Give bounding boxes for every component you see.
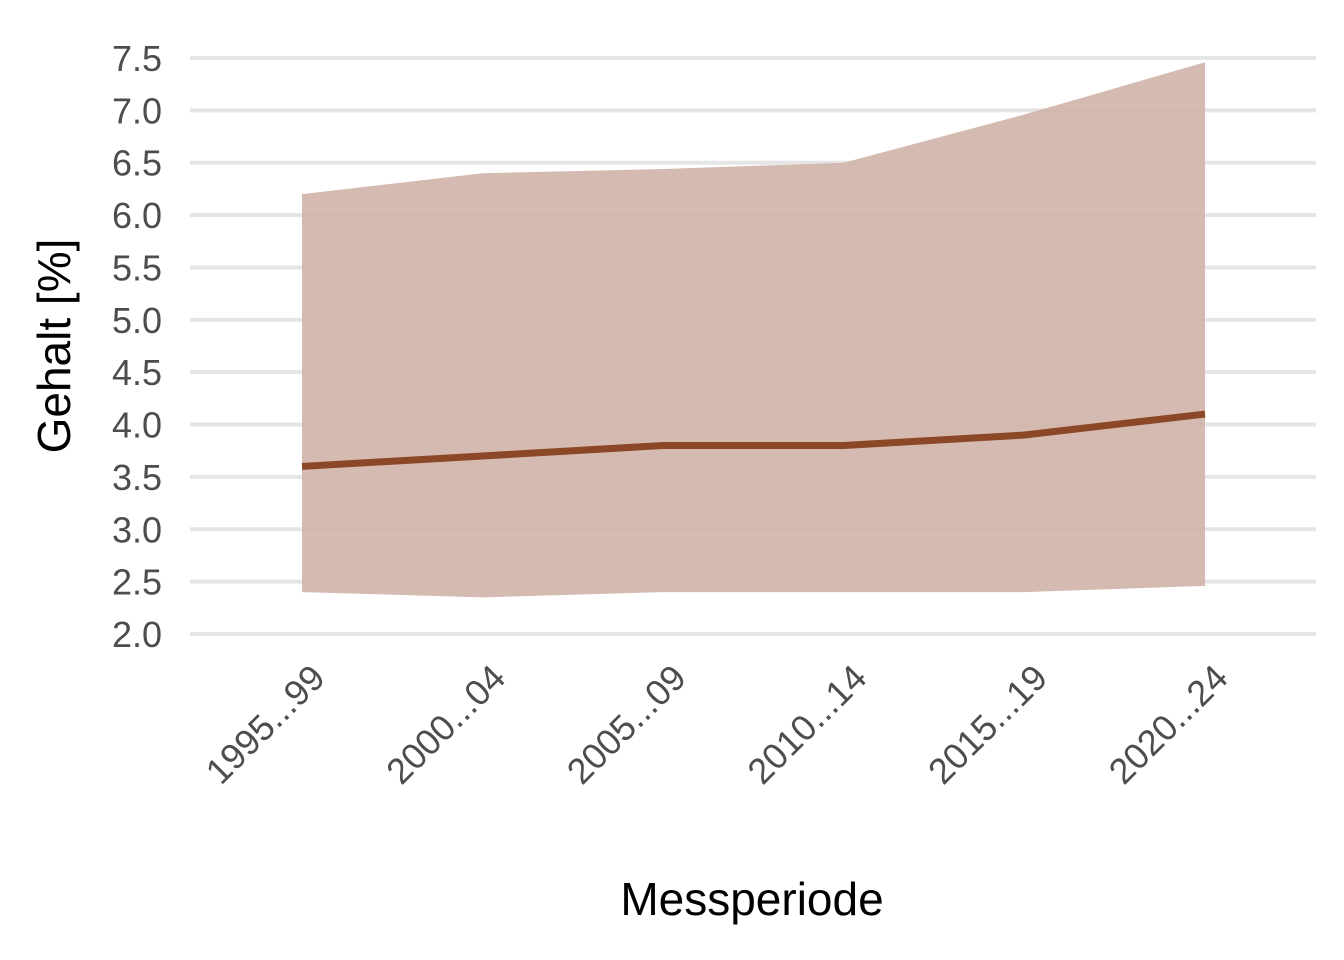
y-axis-title: Gehalt [%] <box>28 239 80 454</box>
y-axis-ticks: 2.0 2.5 3.0 3.5 4.0 4.5 5.0 5.5 6.0 6.5 7.0 7.5 <box>112 38 162 655</box>
y-tick-label: 6.5 <box>112 143 162 184</box>
y-tick-label: 2.5 <box>112 562 162 603</box>
x-tick-label: 2020...24 <box>1101 657 1236 792</box>
range-band <box>302 62 1205 598</box>
y-tick-label: 4.5 <box>112 352 162 393</box>
x-tick-label: 1995...99 <box>198 657 333 792</box>
y-tick-label: 3.0 <box>112 509 162 550</box>
x-tick-label: 2010...14 <box>739 657 874 792</box>
y-tick-label: 5.5 <box>112 247 162 288</box>
series-line <box>301 410 1206 470</box>
x-axis-title: Messperiode <box>620 873 883 925</box>
y-tick-label: 2.0 <box>112 614 162 655</box>
x-tick-label: 2005...09 <box>559 657 694 792</box>
y-tick-label: 7.0 <box>112 90 162 131</box>
series-line-path <box>301 410 1206 470</box>
range-band-area <box>302 62 1205 598</box>
y-tick-label: 3.5 <box>112 457 162 498</box>
y-tick-label: 4.0 <box>112 405 162 446</box>
x-axis-ticks: 1995...99 2000...04 2005...09 2010...14 2015… <box>198 657 1236 792</box>
y-tick-label: 6.0 <box>112 195 162 236</box>
x-tick-label: 2000...04 <box>378 657 513 792</box>
x-tick-label: 2015...19 <box>920 657 1055 792</box>
y-tick-label: 7.5 <box>112 38 162 79</box>
y-tick-label: 5.0 <box>112 300 162 341</box>
